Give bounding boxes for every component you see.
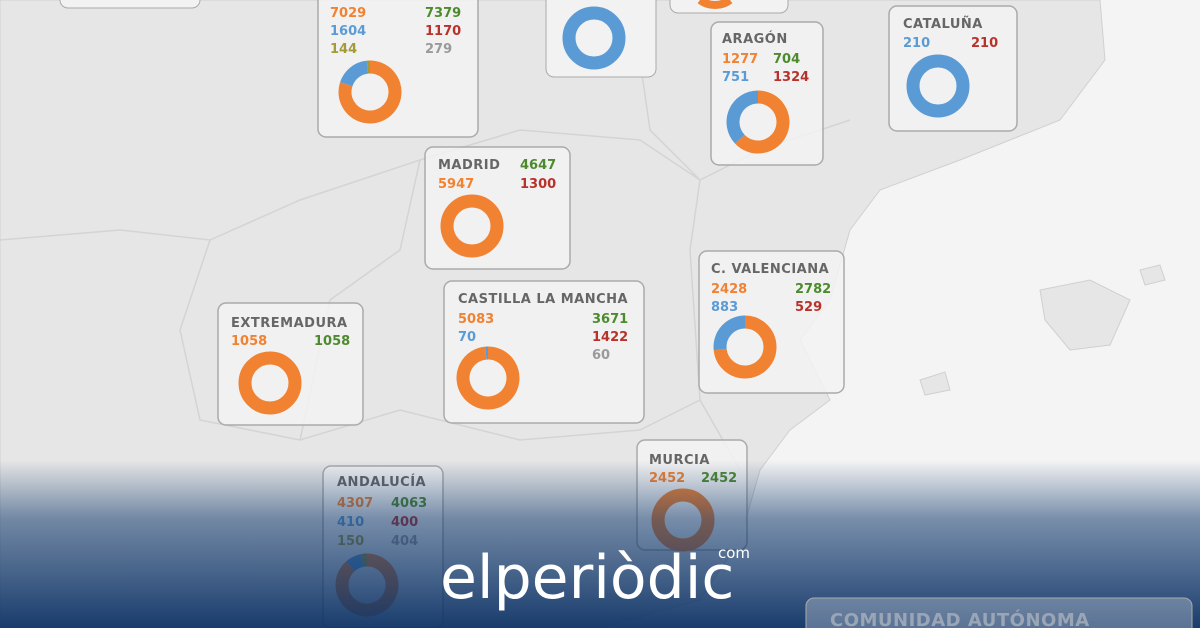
donut-segment xyxy=(906,54,970,118)
banner xyxy=(0,460,1200,628)
figure: 60 xyxy=(592,348,610,363)
figure: 5947 xyxy=(438,177,474,192)
region: 7029 1604 144 7379 1170 279 xyxy=(317,0,479,138)
region: MADRID 5947 4647 1300 xyxy=(424,146,571,270)
donut-segment xyxy=(338,60,402,124)
region-name: CATALUÑA xyxy=(903,16,983,32)
donut-segment xyxy=(726,90,759,144)
region-name: EXTREMADURA xyxy=(231,316,348,331)
figure: 2428 xyxy=(711,282,747,297)
donut-segment xyxy=(735,90,790,154)
figure: 4647 xyxy=(520,158,556,173)
region: CASTILLA LA MANCHA 5083 70 3671 1422 60 xyxy=(443,280,645,424)
island xyxy=(1039,279,1131,351)
logo-domain: com xyxy=(718,544,750,562)
figure: 2782 xyxy=(795,282,831,297)
region-name: CASTILLA LA MANCHA xyxy=(458,292,628,307)
figure: 1422 xyxy=(592,330,628,345)
donut-segment xyxy=(713,315,777,379)
region-box xyxy=(698,250,845,394)
region-name: C. VALENCIANA xyxy=(711,262,829,277)
donut-segment xyxy=(340,60,369,87)
region-box xyxy=(317,0,479,138)
figure: 1277 xyxy=(722,52,758,67)
region: EXTREMADURA 1058 1058 xyxy=(217,302,364,426)
figure: 1324 xyxy=(773,70,809,85)
figure: 279 xyxy=(425,42,452,57)
figure: 1058 xyxy=(314,334,350,349)
legend-box xyxy=(805,597,1193,628)
region-name: ARAGÓN xyxy=(722,31,788,47)
partial-boxes xyxy=(59,0,789,78)
region: CATALUÑA 210 210 xyxy=(888,5,1018,132)
logo: elperiòdic xyxy=(440,543,734,613)
figure: 1170 xyxy=(425,24,461,39)
figure: 70 xyxy=(458,330,476,345)
figure: 7379 xyxy=(425,6,461,21)
region: C. VALENCIANA 2428 883 2782 529 xyxy=(698,250,845,394)
donut-segment xyxy=(456,346,520,410)
figure: 704 xyxy=(773,52,800,67)
region-name: MADRID xyxy=(438,158,500,173)
figure: 883 xyxy=(711,300,738,315)
figure: 751 xyxy=(722,70,749,85)
figure: 529 xyxy=(795,300,822,315)
figure: 210 xyxy=(971,36,998,51)
region: ARAGÓN 1277 751 704 1324 xyxy=(710,21,824,166)
donut-segment xyxy=(713,315,746,351)
island xyxy=(919,264,1166,396)
figure: 7029 xyxy=(330,6,366,21)
figure: 144 xyxy=(330,42,357,57)
figure: 1058 xyxy=(231,334,267,349)
donut-segment xyxy=(440,194,504,258)
figure: 5083 xyxy=(458,312,494,327)
donut-segment xyxy=(238,351,302,415)
figure: 3671 xyxy=(592,312,628,327)
figure: 210 xyxy=(903,36,930,51)
legend-title: COMUNIDAD AUTÓNOMA xyxy=(830,609,1090,628)
region-box xyxy=(443,280,645,424)
figure: 1604 xyxy=(330,24,366,39)
figure: 1300 xyxy=(520,177,556,192)
